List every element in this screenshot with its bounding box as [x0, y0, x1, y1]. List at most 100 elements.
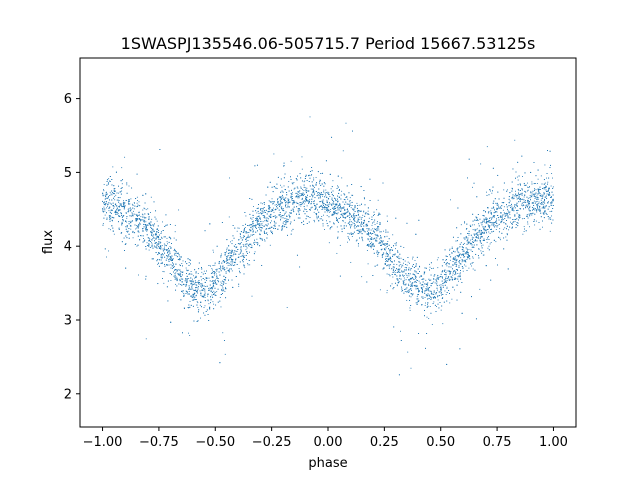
data-point — [162, 221, 163, 223]
data-point — [374, 214, 375, 215]
data-point — [148, 249, 150, 251]
data-point — [174, 254, 176, 256]
data-point — [179, 272, 181, 274]
data-point — [253, 220, 254, 222]
data-point — [334, 212, 336, 214]
data-point — [541, 207, 543, 209]
data-point — [195, 294, 197, 296]
data-point — [390, 256, 391, 258]
data-point — [474, 228, 476, 230]
data-point — [436, 305, 437, 307]
data-point — [358, 231, 360, 233]
data-point — [153, 201, 155, 203]
data-point — [162, 254, 164, 256]
data-point — [375, 237, 377, 239]
data-point — [156, 243, 158, 245]
data-point — [225, 252, 227, 254]
data-point — [483, 254, 485, 256]
data-point — [259, 237, 261, 239]
data-point — [335, 217, 337, 218]
data-point — [284, 189, 286, 190]
data-point — [326, 211, 328, 213]
data-point — [277, 176, 279, 178]
data-point — [542, 226, 543, 228]
data-point — [348, 192, 350, 194]
data-point — [522, 204, 524, 206]
data-point — [442, 283, 444, 285]
data-point — [444, 271, 445, 272]
data-point — [298, 197, 300, 199]
data-point — [102, 223, 104, 225]
data-point — [165, 224, 167, 226]
data-point — [491, 217, 493, 219]
data-point — [405, 279, 407, 281]
data-point — [404, 291, 406, 292]
data-point — [534, 196, 536, 198]
data-point — [168, 250, 170, 252]
data-point — [174, 224, 176, 226]
data-point — [517, 198, 519, 199]
data-point — [459, 243, 461, 245]
data-point — [416, 281, 417, 283]
data-point — [190, 263, 191, 265]
data-point — [357, 221, 359, 223]
data-point — [115, 194, 117, 196]
data-point — [177, 273, 179, 274]
data-point — [460, 224, 462, 226]
data-point — [392, 234, 394, 236]
data-point — [106, 193, 108, 195]
data-point — [507, 213, 509, 214]
data-point — [255, 218, 257, 220]
data-point — [125, 220, 127, 222]
data-point — [347, 222, 349, 224]
data-point — [208, 287, 210, 289]
data-point — [437, 267, 439, 269]
data-point — [547, 181, 549, 183]
data-point — [511, 187, 513, 189]
data-point — [235, 244, 237, 245]
data-point — [458, 280, 459, 282]
data-point — [242, 243, 244, 245]
data-point — [531, 181, 533, 183]
data-point — [509, 211, 511, 213]
data-point — [202, 290, 204, 291]
data-point — [228, 216, 230, 218]
data-point — [229, 255, 231, 257]
data-point — [318, 206, 320, 208]
data-point — [475, 235, 477, 237]
data-point — [145, 246, 147, 247]
data-point — [313, 185, 315, 187]
data-point — [333, 208, 335, 210]
data-point — [451, 246, 453, 248]
data-point — [437, 303, 439, 305]
data-point — [109, 206, 111, 208]
data-point — [180, 284, 181, 285]
data-point — [163, 271, 165, 273]
data-point — [266, 225, 268, 227]
data-point — [292, 203, 294, 205]
data-point — [387, 264, 388, 266]
data-point — [324, 192, 326, 194]
data-point — [401, 290, 403, 292]
data-point — [156, 237, 158, 239]
data-point — [185, 267, 187, 269]
data-point — [528, 187, 530, 188]
data-point — [191, 299, 193, 301]
data-point — [279, 214, 281, 215]
data-point — [416, 272, 418, 274]
data-point — [218, 268, 220, 270]
data-point — [106, 218, 108, 220]
data-point — [541, 198, 543, 200]
data-point — [319, 201, 321, 203]
data-point — [469, 258, 471, 260]
data-point — [240, 251, 242, 253]
data-point — [189, 335, 191, 336]
data-point — [549, 150, 551, 152]
data-point — [418, 273, 419, 274]
data-point — [335, 198, 337, 200]
data-point — [455, 260, 457, 261]
data-point — [445, 281, 447, 283]
data-point — [150, 221, 152, 223]
data-point — [250, 224, 252, 226]
data-point — [351, 221, 352, 223]
